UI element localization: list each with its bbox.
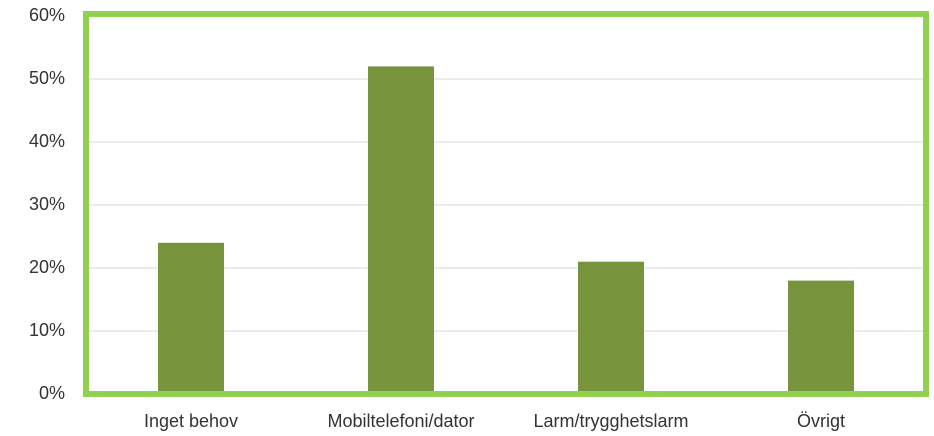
bar — [368, 66, 434, 395]
y-tick-label: 40% — [29, 131, 65, 151]
y-tick-label: 60% — [29, 5, 65, 25]
plot-frame — [83, 11, 929, 397]
y-tick-label: 50% — [29, 68, 65, 88]
x-tick-label: Inget behov — [144, 411, 238, 431]
y-tick-label: 10% — [29, 320, 65, 340]
x-tick-label: Övrigt — [797, 411, 845, 431]
y-tick-label: 20% — [29, 257, 65, 277]
bar — [788, 280, 854, 394]
x-tick-label: Mobiltelefoni/dator — [327, 411, 474, 431]
bar — [158, 242, 224, 394]
y-tick-label: 0% — [39, 383, 65, 403]
x-tick-label: Larm/trygghetslarm — [533, 411, 688, 431]
bar — [578, 261, 644, 394]
y-tick-label: 30% — [29, 194, 65, 214]
